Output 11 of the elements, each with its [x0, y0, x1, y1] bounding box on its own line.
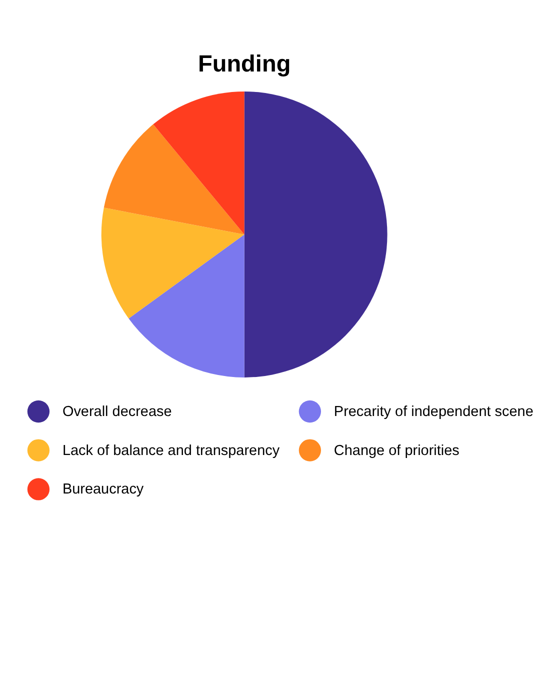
pie-slice: [104, 124, 244, 234]
legend-label: Precarity of independent scene: [334, 404, 534, 420]
legend-label: Bureaucracy: [62, 482, 144, 498]
legend-label: Change of priorities: [334, 442, 460, 459]
legend-label: Overall decrease: [62, 404, 172, 420]
pie-slice: [128, 234, 244, 378]
chart-title: Funding: [198, 50, 291, 77]
pie-slice: [153, 91, 244, 234]
pie-slice: [101, 208, 244, 319]
legend-label: Lack of balance and transparency: [62, 442, 280, 459]
pie-slice: [244, 91, 388, 378]
